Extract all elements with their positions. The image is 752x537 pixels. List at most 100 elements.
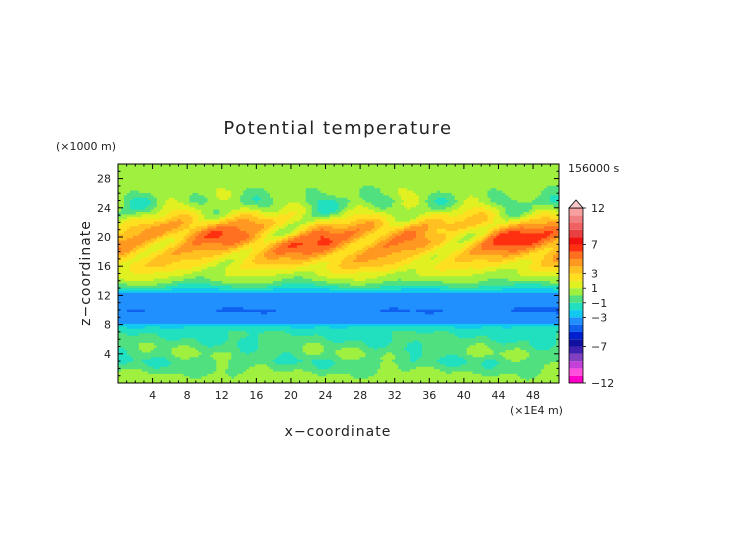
- heatmap-cell: [216, 192, 232, 196]
- heatmap-cell: [395, 228, 405, 232]
- heatmap-cell: [508, 230, 521, 234]
- heatmap-cell: [332, 240, 342, 243]
- heatmap-cell: [487, 190, 503, 193]
- heatmap-cell: [415, 204, 429, 208]
- heatmap-cell: [195, 347, 241, 351]
- heatmap-cell: [141, 256, 155, 260]
- heatmap-cell: [284, 252, 304, 255]
- heatmap-cell: [156, 204, 164, 208]
- heatmap-cell: [544, 225, 559, 229]
- heatmap-cell: [132, 197, 149, 201]
- heatmap-cell: [118, 242, 143, 246]
- heatmap-cell: [487, 230, 491, 234]
- heatmap-cell: [541, 211, 551, 215]
- heatmap-cell: [529, 209, 536, 213]
- heatmap-cell: [383, 354, 396, 358]
- heatmap-cell: [487, 344, 533, 348]
- heatmap-cell: [231, 213, 241, 217]
- heatmap-cell: [368, 206, 381, 210]
- heatmap-cell: [261, 197, 274, 201]
- heatmap-cell: [213, 209, 220, 213]
- heatmap-cell: [156, 344, 178, 348]
- heatmap-cell: [359, 228, 372, 232]
- heatmap-cell: [192, 216, 199, 220]
- heatmap-cell: [264, 252, 277, 255]
- heatmap-cell: [126, 349, 143, 353]
- heatmap-cell: [415, 366, 435, 370]
- heatmap-cell: [323, 347, 342, 351]
- heatmap-cell: [490, 204, 503, 208]
- heatmap-cell: [433, 311, 557, 315]
- colorbar-swatch: [569, 339, 583, 347]
- heatmap-cell: [544, 254, 554, 258]
- heatmap-cell: [380, 361, 396, 365]
- heatmap-cell: [317, 242, 330, 246]
- heatmap-cell: [308, 225, 319, 229]
- heatmap-cell: [484, 366, 494, 370]
- heatmap-cell: [499, 225, 509, 229]
- heatmap-cell: [508, 254, 524, 258]
- heatmap-cell: [293, 275, 304, 279]
- heatmap-cell: [356, 230, 366, 234]
- heatmap-cell: [118, 240, 146, 243]
- heatmap-cell: [222, 233, 250, 236]
- heatmap-cell: [365, 199, 396, 203]
- heatmap-cell: [249, 235, 256, 239]
- heatmap-cell: [189, 199, 208, 203]
- heatmap-cell: [249, 233, 256, 236]
- heatmap-cell: [439, 242, 447, 246]
- heatmap-cell: [252, 213, 265, 217]
- heatmap-cell: [317, 225, 333, 229]
- heatmap-cell: [365, 283, 515, 286]
- heatmap-cell: [368, 259, 402, 262]
- heatmap-cell: [147, 247, 164, 251]
- heatmap-cell: [302, 204, 313, 208]
- heatmap-cell: [442, 259, 456, 262]
- heatmap-cell: [520, 347, 536, 351]
- heatmap-cell: [347, 216, 387, 220]
- heatmap-cell: [118, 323, 559, 327]
- heatmap-cell: [457, 233, 468, 236]
- heatmap-cell: [386, 211, 426, 215]
- heatmap-cell: [421, 254, 435, 258]
- heatmap-cell: [198, 233, 208, 236]
- heatmap-cell: [421, 347, 468, 351]
- heatmap-cell: [275, 237, 283, 241]
- heatmap-cell: [192, 271, 226, 274]
- heatmap-cell: [493, 349, 506, 353]
- x-tick-label: 4: [149, 389, 156, 402]
- heatmap-cell: [153, 256, 202, 260]
- heatmap-cell: [544, 230, 554, 234]
- heatmap-cell: [183, 242, 193, 246]
- heatmap-cell: [255, 254, 265, 258]
- heatmap-cell: [323, 344, 369, 348]
- heatmap-cell: [463, 235, 473, 239]
- colorbar-swatch: [569, 266, 583, 274]
- x-tick-label: 32: [388, 389, 402, 402]
- heatmap-cell: [266, 256, 280, 260]
- heatmap-cell: [341, 209, 348, 213]
- heatmap-cell: [380, 218, 387, 222]
- heatmap-cell: [171, 352, 202, 355]
- heatmap-cell: [216, 263, 229, 267]
- heatmap-cell: [186, 240, 193, 243]
- heatmap-cell: [240, 349, 256, 353]
- heatmap-cell: [272, 218, 289, 222]
- heatmap-cell: [246, 187, 265, 191]
- heatmap-cell: [165, 244, 176, 248]
- heatmap-cell: [311, 204, 319, 208]
- heatmap-cell: [550, 197, 559, 201]
- heatmap-cell: [213, 344, 238, 348]
- heatmap-cell: [258, 342, 307, 346]
- heatmap-cell: [481, 237, 485, 241]
- heatmap-cell: [553, 230, 559, 234]
- heatmap-cell: [392, 352, 411, 355]
- heatmap-cell: [338, 204, 348, 208]
- heatmap-cell: [249, 247, 253, 251]
- heatmap-cell: [487, 278, 509, 282]
- heatmap-cell: [118, 194, 125, 198]
- heatmap-cell: [189, 225, 196, 229]
- heatmap-cell: [433, 254, 438, 258]
- heatmap-cell: [412, 259, 444, 262]
